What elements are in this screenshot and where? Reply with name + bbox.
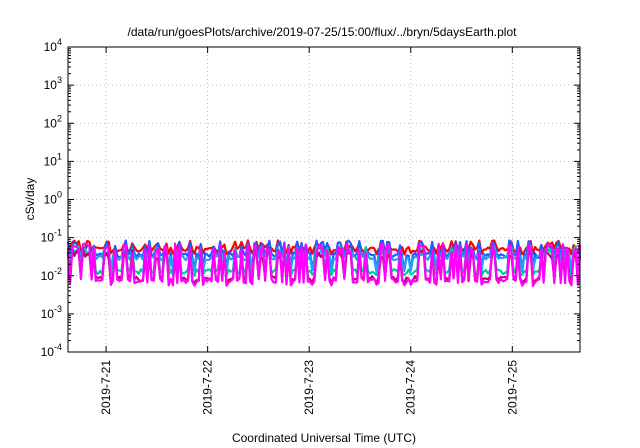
x-axis-label: Coordinated Universal Time (UTC) bbox=[232, 431, 416, 445]
y-tick-label: 104 bbox=[44, 37, 62, 54]
series-line-bottom bbox=[66, 242, 582, 287]
x-tick-label: 2019-7-22 bbox=[201, 360, 215, 415]
series-layer bbox=[66, 239, 582, 287]
y-tick-label: 103 bbox=[44, 75, 62, 92]
y-tick-label: 10-4 bbox=[41, 342, 62, 359]
y-tick-label: 10-2 bbox=[41, 266, 62, 283]
y-axis: 10-4 10-3 10-2 10-1 100 101 102 103 104 bbox=[41, 37, 580, 359]
y-tick-label: 10-3 bbox=[41, 304, 62, 321]
y-tick-label: 101 bbox=[44, 151, 62, 168]
y-tick-label: 10-1 bbox=[41, 228, 62, 245]
y-axis-label: cSv/day bbox=[23, 178, 37, 221]
x-tick-label: 2019-7-23 bbox=[302, 360, 316, 415]
chart-title: /data/run/goesPlots/archive/2019-07-25/1… bbox=[128, 25, 518, 39]
y-tick-label: 102 bbox=[44, 113, 62, 130]
y-tick-label: 100 bbox=[44, 190, 62, 207]
grid bbox=[68, 47, 580, 352]
x-axis: 2019-7-21 2019-7-22 2019-7-23 2019-7-24 2019… bbox=[99, 47, 519, 415]
x-tick-label: 2019-7-25 bbox=[505, 360, 519, 415]
x-tick-label: 2019-7-21 bbox=[99, 360, 113, 415]
x-tick-label: 2019-7-24 bbox=[404, 360, 418, 415]
